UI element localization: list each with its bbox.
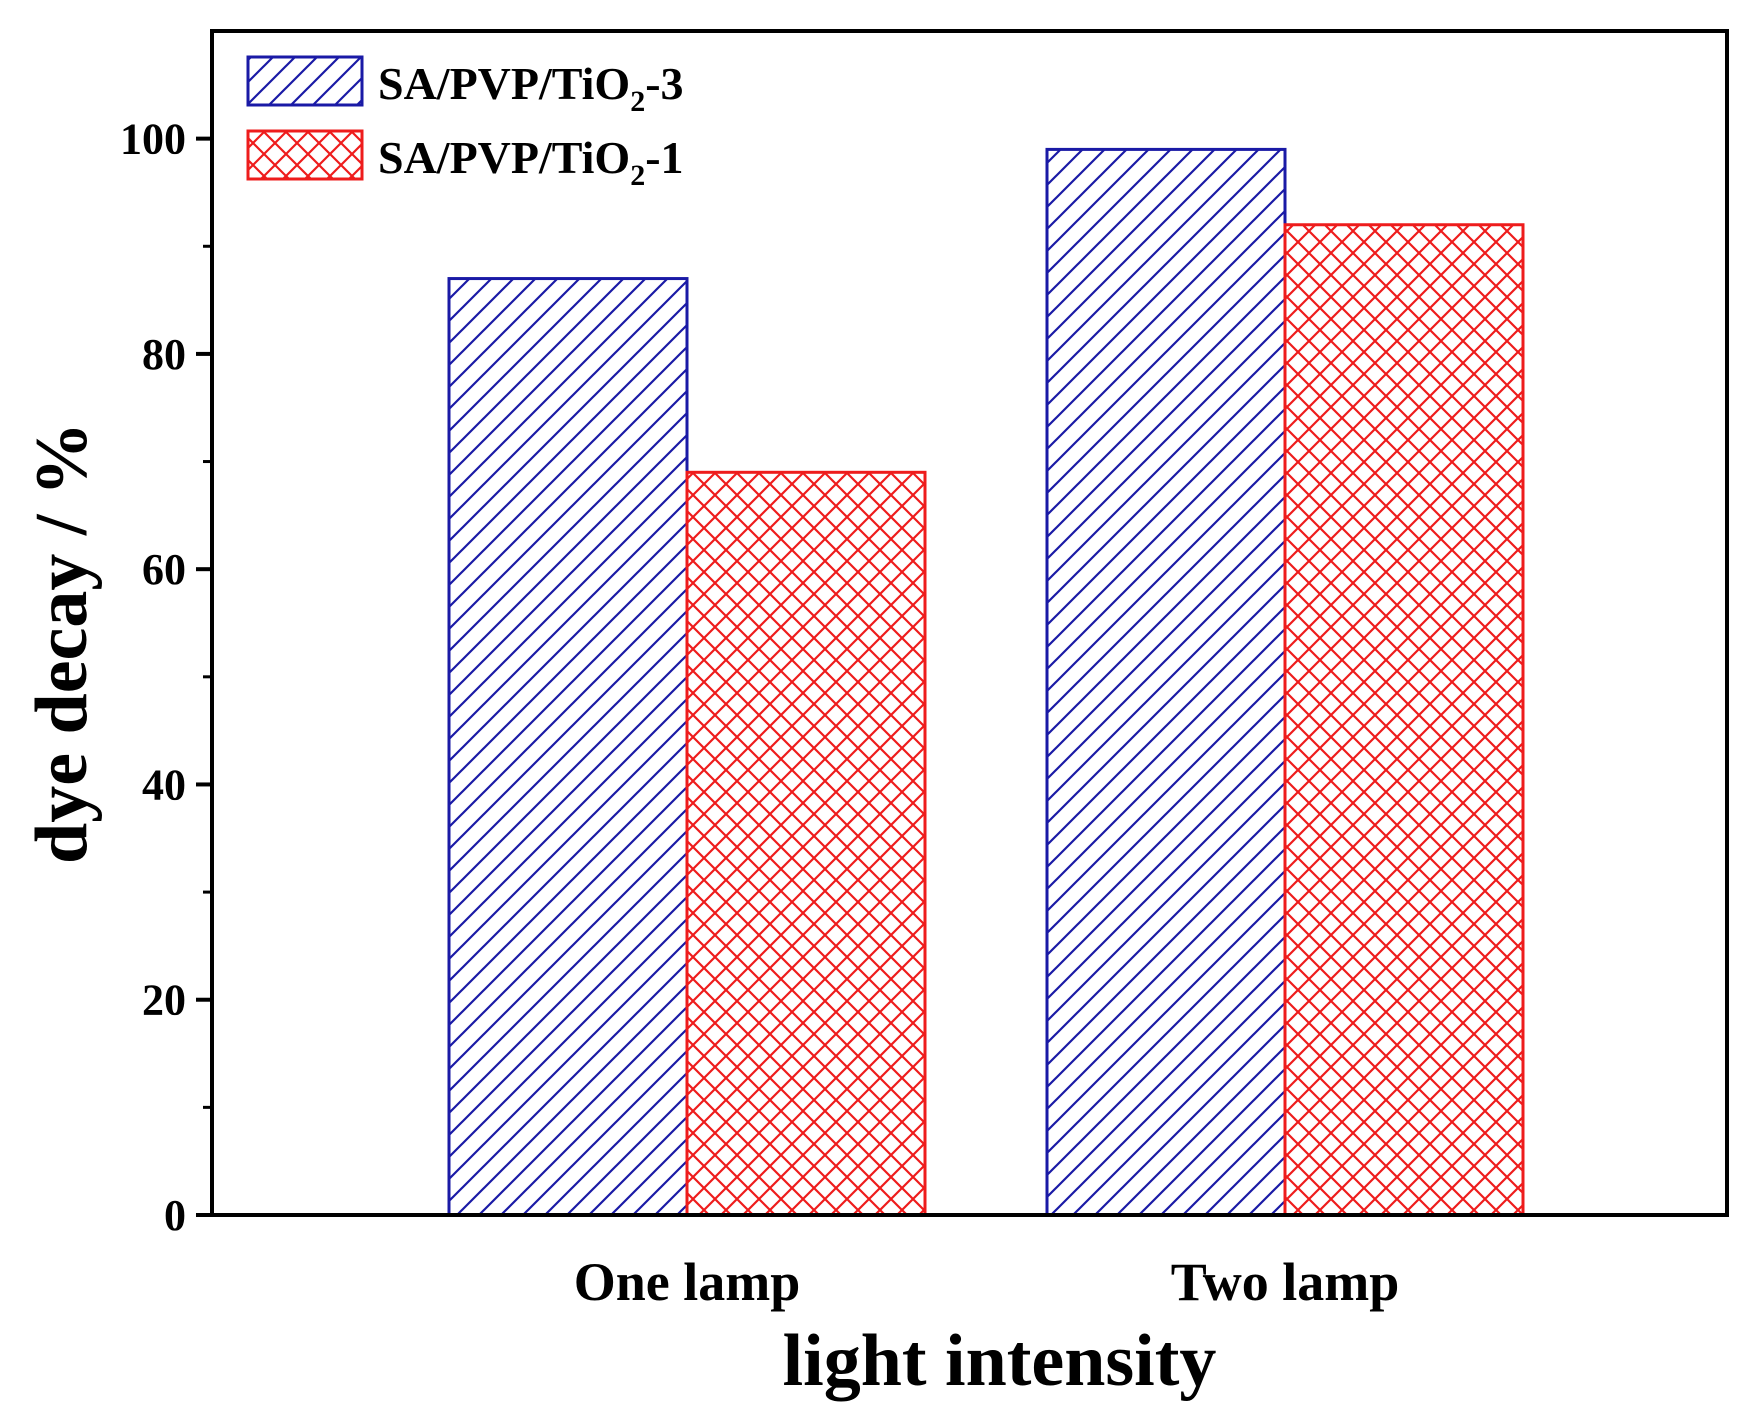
x-axis-label: light intensity bbox=[783, 1320, 1217, 1402]
x-category-label: One lamp bbox=[574, 1252, 801, 1312]
legend: SA/PVP/TiO2-3 SA/PVP/TiO2-1 bbox=[246, 55, 684, 192]
y-tick-label: 80 bbox=[142, 330, 186, 379]
bar-2-2 bbox=[1283, 223, 1525, 1217]
y-tick-label: 20 bbox=[142, 976, 186, 1025]
x-category-label: Two lamp bbox=[1171, 1252, 1400, 1312]
legend-label-2: SA/PVP/TiO2-1 bbox=[378, 132, 684, 192]
plot-frame bbox=[210, 29, 1729, 1217]
y-tick-label: 40 bbox=[142, 760, 186, 809]
bar-1-1 bbox=[447, 277, 689, 1217]
bars-layer bbox=[447, 147, 1525, 1217]
legend-swatch-2 bbox=[246, 129, 364, 181]
y-axis-label: dye decay / % bbox=[21, 422, 103, 864]
legend-swatch-1 bbox=[246, 55, 364, 107]
y-tick-label: 0 bbox=[164, 1191, 186, 1240]
bar-2-1 bbox=[685, 470, 927, 1217]
legend-label-1: SA/PVP/TiO2-3 bbox=[378, 58, 684, 118]
axes-layer: 0 20 40 60 80 100 One lamp Two lamp bbox=[120, 29, 1729, 1312]
y-tick-label: 100 bbox=[120, 115, 186, 164]
y-tick-label: 60 bbox=[142, 545, 186, 594]
bar-1-2 bbox=[1045, 147, 1287, 1217]
